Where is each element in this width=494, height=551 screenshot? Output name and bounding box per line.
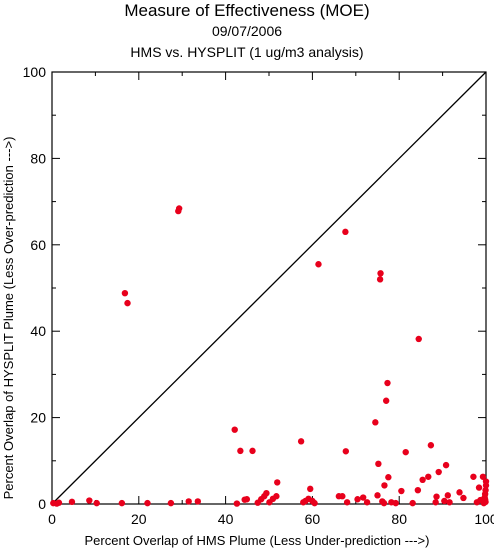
data-point [415,335,422,343]
y-tick-label: 20 [30,410,46,426]
data-point [382,397,390,404]
data-point [409,499,416,507]
y-tick-label: 0 [38,496,46,512]
data-point [444,492,452,499]
data-point [432,499,439,506]
data-points [50,205,490,507]
data-point [482,478,490,485]
y-axis-label: Percent Overlap of HYSPLIT Plume (Less O… [1,137,16,500]
chart-subtitle-date: 09/07/2006 [211,23,283,39]
data-point [243,496,251,503]
x-tick-label: 60 [305,511,321,527]
data-point [475,484,483,491]
data-point [274,479,281,486]
data-point [482,486,489,494]
data-point [377,270,384,277]
data-point [372,419,379,426]
data-point [185,498,192,505]
data-point [380,499,388,507]
data-point [456,489,463,496]
x-axis-label: Percent Overlap of HMS Plume (Less Under… [85,533,430,548]
x-tick-label: 100 [474,511,494,527]
data-point [175,205,183,212]
data-point [118,499,126,507]
data-point [233,500,241,507]
data-point [231,426,238,433]
x-tick-label: 20 [131,511,147,527]
data-point [249,447,256,455]
data-point [381,482,388,489]
x-tick-label: 0 [48,511,56,527]
data-point [237,447,244,455]
data-point [470,473,477,480]
reference-diagonal-line [51,71,487,505]
y-tick-label: 60 [30,237,46,253]
data-point [273,493,280,500]
x-tick-labels: 0 20 40 60 80 100 [48,511,494,527]
data-point [55,499,63,506]
data-point [374,492,381,499]
data-point [68,498,76,506]
data-point [385,474,392,481]
data-point [342,228,349,236]
data-point [93,499,100,507]
data-point [425,473,432,480]
data-point [433,493,440,500]
data-point [263,490,270,497]
chart-title: Measure of Effectiveness (MOE) [124,1,370,20]
data-point [460,494,467,502]
chart-subtitle-analysis: HMS vs. HYSPLIT (1 ug/m3 analysis) [130,44,364,60]
data-point [315,261,322,268]
data-point [124,299,131,307]
x-tick-label: 80 [391,511,407,527]
data-point [441,497,448,505]
data-point [194,498,202,505]
data-point [398,487,405,495]
data-point [121,289,129,297]
y-tick-label: 40 [30,323,46,339]
y-tick-labels: 0 20 40 60 80 100 [23,64,47,512]
data-point [307,485,314,493]
data-point [376,276,384,283]
data-point [343,499,351,506]
data-point [86,497,93,504]
data-point [359,494,367,501]
data-point [442,461,450,469]
data-point [479,473,487,480]
data-point [354,496,361,503]
data-point [297,438,305,445]
x-tick-label: 40 [218,511,234,527]
data-point [427,442,435,449]
data-point [167,499,175,507]
data-point [144,499,151,507]
data-point [363,499,371,506]
data-point [435,468,442,476]
data-point [446,499,453,506]
y-tick-label: 100 [23,64,47,80]
y-tick-label: 80 [30,150,46,166]
data-point [311,499,318,507]
data-point [384,379,391,387]
data-point [402,448,409,456]
data-point [339,493,346,500]
data-point [342,448,350,455]
data-point [414,486,422,494]
data-point [392,499,399,507]
data-point [419,476,426,484]
data-point [481,496,489,503]
data-point [375,460,382,468]
